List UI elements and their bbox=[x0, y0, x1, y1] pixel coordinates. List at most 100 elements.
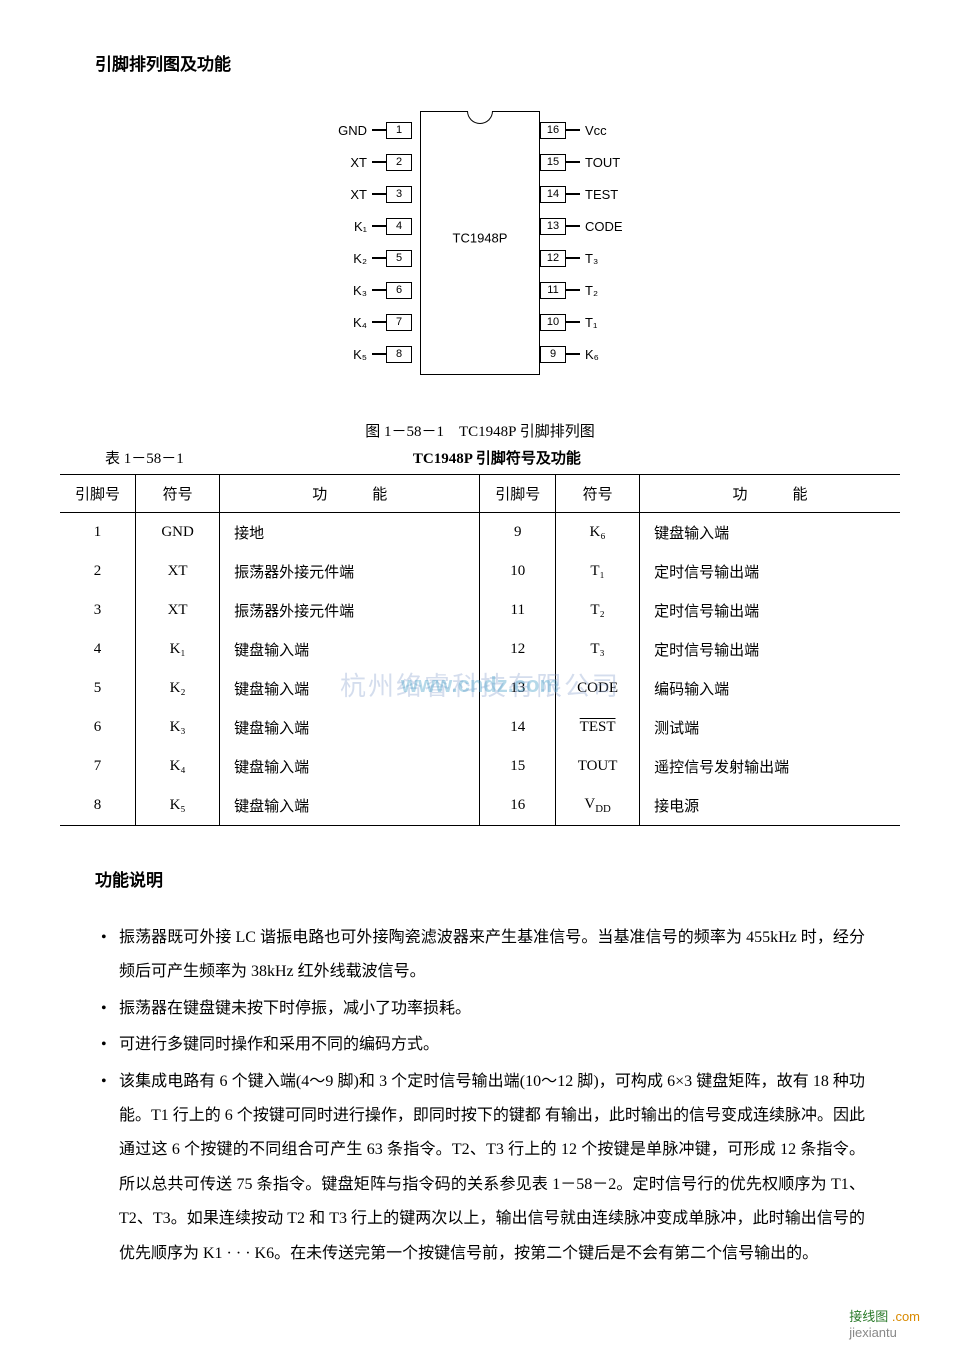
pin-right-12: 12T₃ bbox=[490, 247, 650, 269]
cell-fn: 键盘输入端 bbox=[640, 513, 900, 553]
table-row: 2XT振荡器外接元件端10T₁定时信号输出端 bbox=[60, 552, 900, 591]
cell-fn: 定时信号输出端 bbox=[640, 591, 900, 630]
pin-label: XT bbox=[310, 187, 372, 202]
cell-pin: 9 bbox=[480, 513, 556, 553]
table-row: 4K₁键盘输入端12T₃定时信号输出端 bbox=[60, 630, 900, 669]
pin-number: 1 bbox=[386, 122, 412, 139]
pin-label: K₁ bbox=[310, 219, 372, 234]
table-title: TC1948P 引脚符号及功能 bbox=[184, 447, 810, 468]
figure-caption: 图 1－58－1 TC1948P 引脚排列图 bbox=[50, 420, 910, 441]
pin-number: 3 bbox=[386, 186, 412, 203]
cell-fn: 接地 bbox=[220, 513, 480, 553]
cell-sym: TOUT bbox=[556, 747, 640, 786]
cell-pin: 15 bbox=[480, 747, 556, 786]
cell-fn: 定时信号输出端 bbox=[640, 630, 900, 669]
cell-fn: 键盘输入端 bbox=[220, 630, 480, 669]
cell-sym: XT bbox=[136, 552, 220, 591]
footer-watermark: 接线图 .com jiexiantu bbox=[849, 1306, 920, 1340]
pin-label: T₃ bbox=[580, 251, 642, 266]
th-pin-right: 引脚号 bbox=[480, 475, 556, 513]
cell-pin: 14 bbox=[480, 708, 556, 747]
pin-label: GND bbox=[310, 123, 372, 138]
cell-fn: 键盘输入端 bbox=[220, 747, 480, 786]
cell-sym: XT bbox=[136, 591, 220, 630]
pin-number: 11 bbox=[540, 282, 566, 299]
cell-sym: K₃ bbox=[136, 708, 220, 747]
list-item: 可进行多键同时操作和采用不同的编码方式。 bbox=[95, 1028, 865, 1062]
pin-right-16: 16 Vcc bbox=[490, 119, 650, 141]
cell-fn: 键盘输入端 bbox=[220, 786, 480, 826]
pin-left-6: K₃ 6 bbox=[310, 279, 470, 301]
pin-left-7: K₄7 bbox=[310, 311, 470, 333]
pin-label: K₅ bbox=[310, 347, 372, 362]
pin-right-10: 10T₁ bbox=[490, 311, 650, 333]
cell-sym: K₅ bbox=[136, 786, 220, 826]
cell-pin: 1 bbox=[60, 513, 136, 553]
pin-label: XT bbox=[310, 155, 372, 170]
heading-funcdesc: 功能说明 bbox=[95, 866, 865, 891]
pin-label: K₃ bbox=[310, 283, 372, 298]
pin-number: 5 bbox=[386, 250, 412, 267]
cell-fn: 编码输入端 bbox=[640, 669, 900, 708]
pin-number: 7 bbox=[386, 314, 412, 331]
pin-number: 15 bbox=[540, 154, 566, 171]
th-fn-right: 功 能 bbox=[640, 475, 900, 513]
cell-pin: 2 bbox=[60, 552, 136, 591]
cell-sym: VDD bbox=[556, 786, 640, 826]
pin-left-3: XT 3 bbox=[310, 183, 470, 205]
pin-number: 14 bbox=[540, 186, 566, 203]
pin-right-9: 9 K₆ bbox=[490, 343, 650, 365]
cell-sym: TEST bbox=[556, 708, 640, 747]
cell-fn: 键盘输入端 bbox=[220, 669, 480, 708]
pin-right-11: 11 T₂ bbox=[490, 279, 650, 301]
table-row: 6K₃键盘输入端14TEST测试端 bbox=[60, 708, 900, 747]
pin-number: 4 bbox=[386, 218, 412, 235]
cell-sym: K₆ bbox=[556, 513, 640, 553]
cell-sym: T₃ bbox=[556, 630, 640, 669]
table-row: 1GND接地9K₆键盘输入端 bbox=[60, 513, 900, 553]
pin-label: TOUT bbox=[580, 155, 642, 170]
pin-label: Vcc bbox=[580, 123, 642, 138]
pin-function-table: 引脚号 符号 功 能 引脚号 符号 功 能 1GND接地9K₆键盘输入端2XT振… bbox=[60, 474, 900, 826]
pin-left-4: K₁ 4 bbox=[310, 215, 470, 237]
cell-pin: 8 bbox=[60, 786, 136, 826]
cell-pin: 5 bbox=[60, 669, 136, 708]
cell-pin: 10 bbox=[480, 552, 556, 591]
pin-label: T₂ bbox=[580, 283, 642, 298]
list-item: 振荡器在键盘键未按下时停振，减小了功率损耗。 bbox=[95, 992, 865, 1026]
cell-fn: 振荡器外接元件端 bbox=[220, 552, 480, 591]
cell-sym: K₁ bbox=[136, 630, 220, 669]
cell-sym: K₄ bbox=[136, 747, 220, 786]
cell-sym: T₁ bbox=[556, 552, 640, 591]
cell-fn: 接电源 bbox=[640, 786, 900, 826]
cell-pin: 7 bbox=[60, 747, 136, 786]
table-number: 表 1－58－1 bbox=[105, 447, 184, 468]
cell-sym: K₂ bbox=[136, 669, 220, 708]
table-row: 7K₄键盘输入端15TOUT遥控信号发射输出端 bbox=[60, 747, 900, 786]
pin-number: 9 bbox=[540, 346, 566, 363]
cell-fn: 遥控信号发射输出端 bbox=[640, 747, 900, 786]
cell-pin: 4 bbox=[60, 630, 136, 669]
pin-label: K₆ bbox=[580, 347, 642, 362]
pin-left-8: K₅ 8 bbox=[310, 343, 470, 365]
pin-label: TEST bbox=[580, 187, 642, 202]
list-item: 振荡器既可外接 LC 谐振电路也可外接陶瓷滤波器来产生基准信号。当基准信号的频率… bbox=[95, 921, 865, 990]
cell-pin: 3 bbox=[60, 591, 136, 630]
heading-pinout: 引脚排列图及功能 bbox=[95, 50, 910, 75]
pin-right-14: 14 TEST bbox=[490, 183, 650, 205]
pin-number: 6 bbox=[386, 282, 412, 299]
cell-fn: 定时信号输出端 bbox=[640, 552, 900, 591]
pin-left-2: XT 2 bbox=[310, 151, 470, 173]
pin-number: 16 bbox=[540, 122, 566, 139]
th-fn-left: 功 能 bbox=[220, 475, 480, 513]
pin-number: 8 bbox=[386, 346, 412, 363]
pin-number: 10 bbox=[540, 314, 566, 331]
th-sym-left: 符号 bbox=[136, 475, 220, 513]
cell-pin: 13 bbox=[480, 669, 556, 708]
pin-number: 2 bbox=[386, 154, 412, 171]
table-row: 8K₅键盘输入端16VDD接电源 bbox=[60, 786, 900, 826]
cell-fn: 振荡器外接元件端 bbox=[220, 591, 480, 630]
cell-fn: 键盘输入端 bbox=[220, 708, 480, 747]
cell-pin: 6 bbox=[60, 708, 136, 747]
cell-sym: GND bbox=[136, 513, 220, 553]
